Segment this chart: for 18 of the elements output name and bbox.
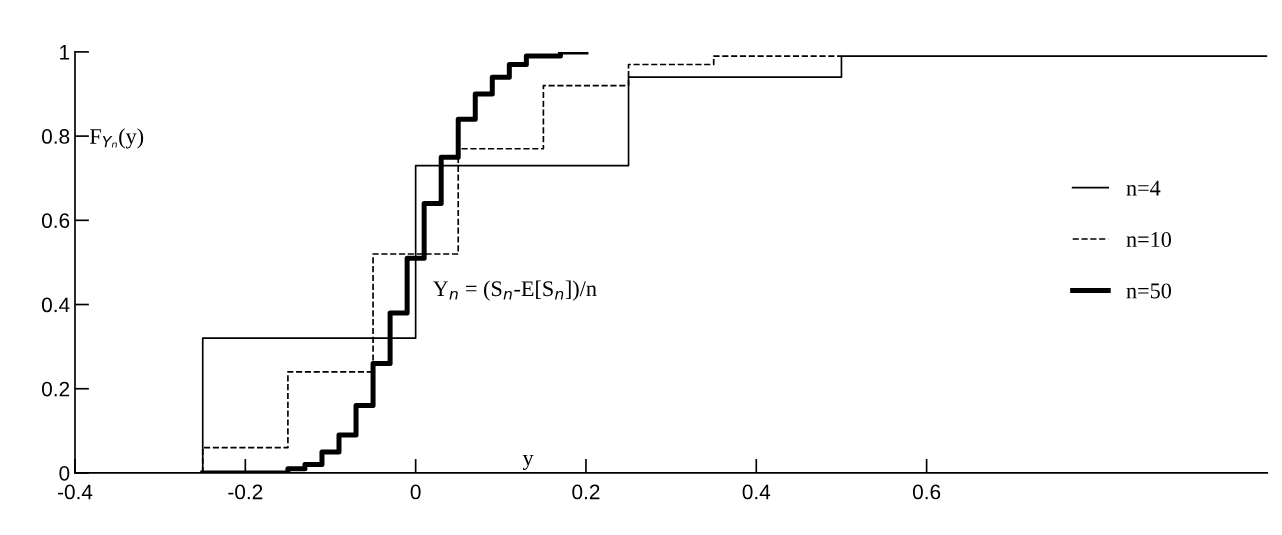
x-axis-title: y <box>522 454 534 470</box>
x-tick-label: -0.2 <box>228 484 263 500</box>
y-tick-label: 1 <box>60 45 70 60</box>
x-tick-label: 0 <box>410 484 421 500</box>
y-tick-label: 0 <box>59 465 70 481</box>
x-tick-label: -0.4 <box>57 484 93 500</box>
x-tick-label: 0.2 <box>572 484 600 500</box>
legend-label: n=10 <box>1126 232 1171 247</box>
x-tick-label: 0.4 <box>742 484 771 500</box>
y-tick-label: 0.8 <box>41 129 70 144</box>
y-tick-label: 0.2 <box>41 381 70 397</box>
y-axis-title: F$_{Yₙ}$(y) <box>89 128 144 149</box>
y-tick-label: 0.6 <box>41 213 70 229</box>
y-tick-label: 0.4 <box>41 297 70 313</box>
annotation: Y$_{n}$ = (S$_{n}$-E[S$_{n}$])/n <box>432 280 597 301</box>
x-tick-label: 0.6 <box>912 484 941 500</box>
legend-label: n=4 <box>1126 180 1161 196</box>
legend-label: n=50 <box>1126 283 1171 299</box>
